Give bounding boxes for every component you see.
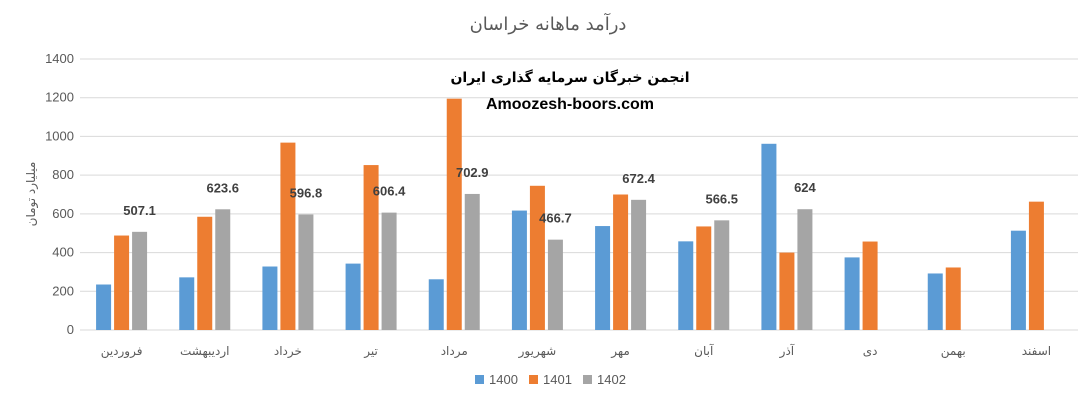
y-tick-label: 200 bbox=[52, 283, 74, 298]
legend-label: 1402 bbox=[597, 372, 626, 387]
y-tick-label: 1400 bbox=[45, 51, 74, 66]
bar-1402 bbox=[381, 212, 397, 330]
bar-1402 bbox=[631, 199, 647, 330]
x-tick-label: تیر bbox=[363, 344, 378, 359]
x-tick-label: فروردین bbox=[101, 344, 143, 359]
data-label: 623.6 bbox=[206, 180, 239, 195]
bar-1401 bbox=[446, 98, 462, 330]
bar-1402 bbox=[464, 193, 480, 330]
watermark-line1: انجمن خبرگان سرمایه گذاری ایران bbox=[450, 69, 689, 86]
chart-title: درآمد ماهانه خراسان bbox=[470, 12, 627, 35]
y-tick-label: 600 bbox=[52, 206, 74, 221]
data-label: 596.8 bbox=[290, 185, 323, 200]
x-tick-label: دی bbox=[863, 344, 878, 358]
data-label: 672.4 bbox=[622, 171, 655, 186]
bar-1400 bbox=[927, 273, 943, 330]
bar-1400 bbox=[428, 279, 444, 330]
y-tick-label: 800 bbox=[52, 167, 74, 182]
bar-1401 bbox=[529, 185, 545, 330]
bar-1400 bbox=[678, 241, 694, 330]
x-tick-label: خرداد bbox=[274, 344, 302, 359]
bar-1400 bbox=[761, 143, 777, 330]
bar-1402 bbox=[132, 231, 148, 330]
legend-label: 1400 bbox=[489, 372, 518, 387]
bar-1402 bbox=[797, 209, 813, 330]
y-tick-label: 400 bbox=[52, 245, 74, 260]
bar-1401 bbox=[613, 194, 629, 330]
bar-1400 bbox=[96, 284, 112, 330]
bar-1402 bbox=[215, 209, 231, 330]
bar-1401 bbox=[696, 226, 712, 330]
legend-swatch-1400 bbox=[475, 375, 484, 384]
bar-1400 bbox=[179, 277, 195, 330]
data-label: 466.7 bbox=[539, 211, 572, 226]
data-label: 507.1 bbox=[123, 203, 156, 218]
x-tick-label: اردیبهشت bbox=[180, 344, 229, 359]
x-axis-ticks: فروردین اردیبهشت خرداد تیر مرداد شهریور مهر آبا… bbox=[101, 343, 1051, 359]
bar-1400 bbox=[345, 263, 361, 330]
bar-1400 bbox=[844, 257, 860, 330]
y-axis-ticks: 0 200 400 600 800 1000 1200 1400 bbox=[45, 51, 74, 337]
watermark-line2: Amoozesh-boors.com bbox=[486, 96, 654, 113]
legend-label: 1401 bbox=[543, 372, 572, 387]
x-tick-label: آذر bbox=[779, 343, 795, 359]
legend: 1400 1401 1402 bbox=[475, 372, 626, 387]
y-tick-label: 1000 bbox=[45, 128, 74, 143]
x-tick-label: اسفند bbox=[1022, 344, 1051, 358]
bars bbox=[96, 98, 1044, 330]
y-tick-label: 0 bbox=[67, 322, 74, 337]
bar-1401 bbox=[862, 241, 878, 330]
bar-1401 bbox=[197, 216, 213, 330]
bar-1401 bbox=[114, 235, 130, 330]
bar-1401 bbox=[1028, 201, 1044, 330]
data-label: 624 bbox=[794, 180, 816, 195]
bar-1400 bbox=[262, 266, 278, 330]
data-label: 702.9 bbox=[456, 165, 489, 180]
x-tick-label: مهر bbox=[610, 344, 630, 359]
x-tick-label: آبان bbox=[694, 343, 714, 358]
bar-1401 bbox=[280, 142, 296, 330]
bar-1401 bbox=[779, 252, 795, 330]
bar-1401 bbox=[945, 267, 961, 330]
x-tick-label: شهریور bbox=[518, 344, 557, 359]
grid-lines bbox=[80, 58, 1078, 331]
legend-swatch-1401 bbox=[529, 375, 538, 384]
data-label: 606.4 bbox=[373, 184, 406, 199]
data-labels: 507.1 623.6 596.8 606.4 702.9 466.7 672.4 566.5… bbox=[123, 165, 816, 226]
bar-1400 bbox=[595, 226, 611, 330]
bar-1401 bbox=[363, 165, 379, 330]
bar-1400 bbox=[1010, 230, 1026, 330]
bar-1400 bbox=[511, 210, 527, 330]
y-tick-label: 1200 bbox=[45, 90, 74, 105]
legend-swatch-1402 bbox=[583, 375, 592, 384]
bar-1402 bbox=[298, 214, 314, 330]
x-tick-label: مرداد bbox=[441, 344, 468, 359]
y-axis-label: میلیارد تومان bbox=[24, 162, 39, 227]
data-label: 566.5 bbox=[705, 191, 738, 206]
bar-1402 bbox=[547, 239, 563, 330]
bar-1402 bbox=[714, 220, 730, 330]
x-tick-label: بهمن bbox=[941, 344, 966, 359]
